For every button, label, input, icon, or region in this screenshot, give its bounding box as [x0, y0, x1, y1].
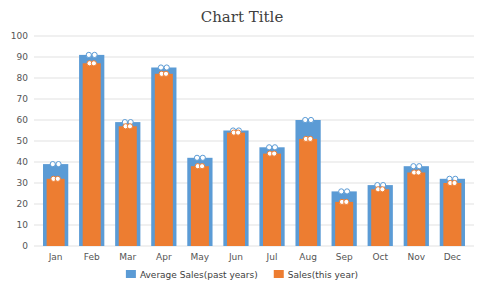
- x-tick-label: Oct: [372, 252, 388, 262]
- y-tick-label: 10: [17, 220, 29, 230]
- bar: [223, 131, 248, 247]
- bar: [407, 173, 425, 247]
- y-tick-label: 70: [17, 94, 29, 104]
- bar-top-marker: [158, 65, 163, 70]
- bar-top-marker: [164, 65, 169, 70]
- bar-top-marker: [272, 145, 277, 150]
- bar-top-marker: [127, 124, 132, 129]
- bar-top-marker: [194, 155, 199, 160]
- y-tick-label: 30: [17, 178, 29, 188]
- bar: [259, 147, 284, 246]
- bar: [404, 166, 429, 246]
- x-tick-label: Feb: [84, 252, 100, 262]
- x-tick-label: Aug: [299, 252, 317, 262]
- y-tick-label: 80: [17, 73, 29, 83]
- bar-top-marker: [56, 162, 61, 167]
- x-tick-label: Jan: [48, 252, 63, 262]
- bar: [151, 68, 176, 247]
- bar: [299, 139, 317, 246]
- bar-top-marker: [236, 130, 241, 135]
- y-tick-label: 100: [11, 31, 28, 41]
- y-tick-label: 60: [17, 115, 29, 125]
- bar: [227, 133, 245, 246]
- bar-top-marker: [200, 155, 205, 160]
- x-tick-label: Mar: [119, 252, 136, 262]
- x-tick-label: Dec: [444, 252, 461, 262]
- bar-top-marker: [55, 176, 60, 181]
- legend-swatch: [274, 270, 284, 278]
- bar-top-marker: [163, 71, 168, 76]
- bar: [155, 74, 173, 246]
- bar: [79, 55, 104, 246]
- bar: [295, 120, 320, 246]
- bar: [368, 185, 393, 246]
- title: Chart Title: [201, 8, 284, 26]
- bar-top-marker: [92, 52, 97, 57]
- x-tick-label: Jun: [228, 252, 243, 262]
- bar: [47, 179, 65, 246]
- bar: [187, 158, 212, 246]
- y-tick-label: 20: [17, 199, 29, 209]
- legend-label: Average Sales(past years): [140, 270, 258, 280]
- bar-top-marker: [380, 187, 385, 192]
- bar-top-marker: [411, 164, 416, 169]
- bar-top-marker: [267, 145, 272, 150]
- legend-swatch: [126, 270, 136, 278]
- bar-top-marker: [91, 61, 96, 66]
- bar-top-marker: [344, 189, 349, 194]
- bar: [371, 189, 389, 246]
- x-tick-label: Jul: [266, 252, 278, 262]
- bar-top-marker: [416, 170, 421, 175]
- chart-container: Chart Title 0 10 20 30 40 50 60 70 80 90 100 Jan Feb M…: [0, 0, 484, 290]
- bar-top-marker: [303, 117, 308, 122]
- legend: Average Sales(past years) Sales(this year…: [126, 270, 358, 280]
- bar: [115, 122, 140, 246]
- y-tick-label: 0: [22, 241, 28, 251]
- bars: [43, 52, 465, 246]
- bar: [43, 164, 68, 246]
- bar-top-marker: [452, 180, 457, 185]
- bar: [332, 191, 357, 246]
- y-tick-label: 50: [17, 136, 29, 146]
- bar: [443, 183, 461, 246]
- legend-label: Sales(this year): [288, 270, 358, 280]
- bar-top-marker: [417, 164, 422, 169]
- y-tick-label: 40: [17, 157, 29, 167]
- bar-top-marker: [199, 164, 204, 169]
- x-tick-label: Nov: [408, 252, 426, 262]
- chart-svg: Chart Title 0 10 20 30 40 50 60 70 80 90 100 Jan Feb M…: [0, 0, 484, 290]
- bar-top-marker: [272, 151, 277, 156]
- grid: [34, 36, 474, 246]
- bar: [119, 126, 137, 246]
- bar: [83, 63, 101, 246]
- x-tick-label: Sep: [336, 252, 353, 262]
- x-tick-label: May: [191, 252, 210, 262]
- bar-top-marker: [50, 162, 55, 167]
- bar-top-marker: [86, 52, 91, 57]
- bar-top-marker: [339, 189, 344, 194]
- bar-top-marker: [308, 136, 313, 141]
- bar-top-marker: [344, 199, 349, 204]
- y-tick-label: 90: [17, 52, 29, 62]
- bar: [335, 202, 353, 246]
- x-tick-label: Apr: [156, 252, 172, 262]
- bar: [191, 166, 209, 246]
- grid-line: [34, 36, 474, 37]
- bar: [263, 154, 281, 246]
- bar: [440, 179, 465, 246]
- bar-top-marker: [308, 117, 313, 122]
